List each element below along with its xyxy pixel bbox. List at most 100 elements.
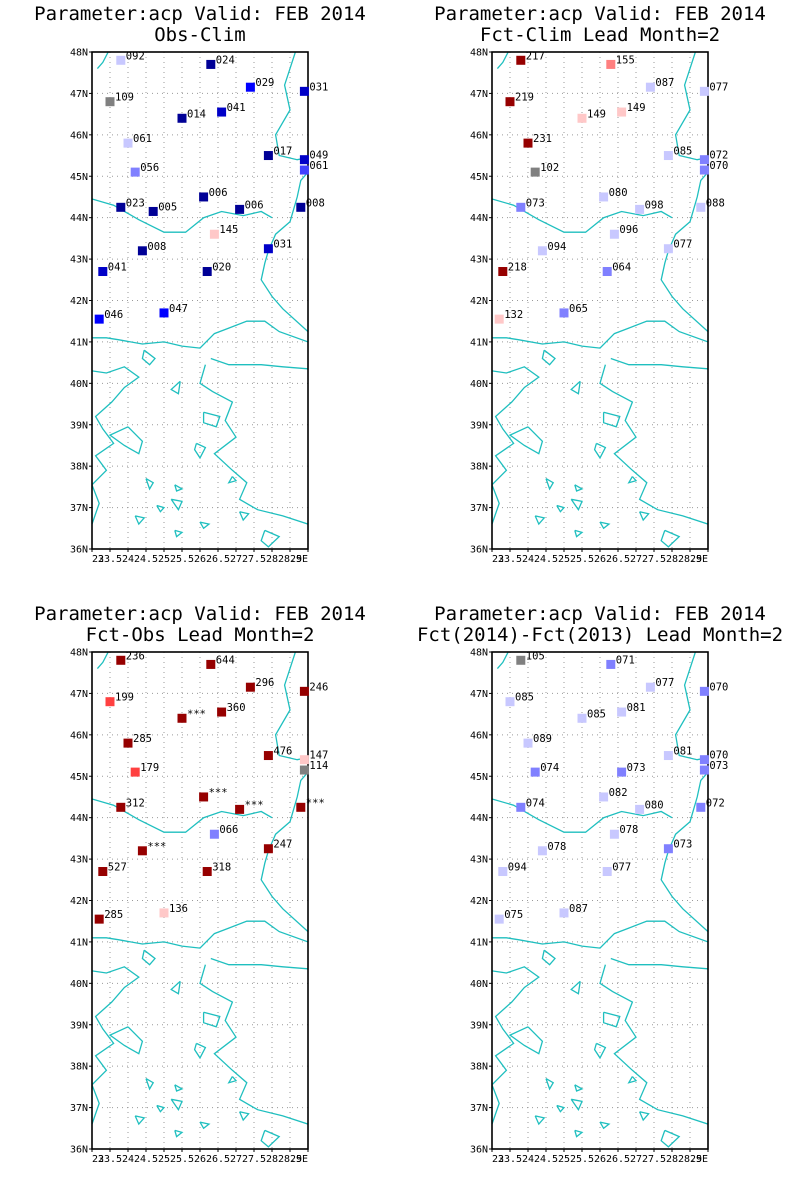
- lon-tick-label: 29E: [690, 1154, 708, 1165]
- lon-tick-label: 27: [230, 554, 242, 565]
- coastline-segment: [508, 1026, 544, 1055]
- station-value-label: 020: [212, 262, 231, 274]
- station-marker: [116, 55, 126, 65]
- coastline-segment: [239, 1111, 250, 1122]
- coastline-segment: [174, 529, 184, 538]
- lon-tick-label: 24.5: [134, 1154, 158, 1165]
- coastline-segment: [556, 504, 566, 513]
- coastline-segment: [227, 476, 238, 484]
- station-value-label: 073: [709, 760, 728, 772]
- lat-tick-label: 47N: [70, 689, 88, 700]
- station-marker: [299, 765, 309, 775]
- coastline-segment: [274, 652, 308, 761]
- station-marker: [209, 829, 219, 839]
- coastline-segment: [174, 1129, 184, 1138]
- coastline-segment: [202, 411, 221, 428]
- coastline-segment: [210, 957, 308, 970]
- station-marker: [699, 86, 709, 96]
- panel-1-title: Parameter:acp Valid: FEB 2014 Obs-Clim: [0, 4, 400, 46]
- station-marker: [606, 59, 616, 69]
- lon-tick-label: 26: [194, 554, 206, 565]
- panel-2-title-line2: Fct-Clim Lead Month=2: [479, 24, 721, 46]
- station-value-label: 296: [255, 677, 274, 689]
- station-marker: [699, 765, 709, 775]
- station-value-label: 031: [273, 239, 292, 251]
- coastline-segment: [574, 529, 584, 538]
- lat-tick-label: 37N: [470, 503, 488, 514]
- station-marker: [123, 138, 133, 148]
- station-value-label: 017: [273, 146, 292, 158]
- station-value-label: 094: [508, 862, 527, 874]
- lat-tick-label: 47N: [470, 689, 488, 700]
- station-marker: [602, 267, 612, 277]
- coastline-segment: [156, 1104, 166, 1113]
- station-value-label: 061: [133, 133, 152, 145]
- station-marker: [206, 59, 216, 69]
- station-value-label: 285: [104, 909, 123, 921]
- coastline-segment: [174, 484, 184, 492]
- coastline-segment: [508, 426, 544, 455]
- station-marker: [263, 844, 273, 854]
- lon-tick-label: 27: [630, 554, 642, 565]
- lon-tick-label: 27.5: [242, 554, 266, 565]
- lat-tick-label: 40N: [470, 379, 488, 390]
- coastline-segment: [170, 1098, 183, 1112]
- lon-tick-label: 23: [492, 554, 504, 565]
- station-marker: [199, 192, 209, 202]
- station-marker: [599, 792, 609, 802]
- station-marker: [577, 113, 587, 123]
- coastline-segment: [545, 478, 555, 491]
- coastline-segment: [545, 1078, 555, 1091]
- coastline-segment: [96, 652, 109, 670]
- lat-tick-label: 45N: [470, 172, 488, 183]
- coastline-segment: [660, 1129, 681, 1148]
- station-value-label: ***: [209, 787, 228, 799]
- station-marker: [645, 682, 655, 692]
- lon-tick-label: 23: [492, 1154, 504, 1165]
- lon-tick-label: 26: [594, 554, 606, 565]
- coastline-segment: [674, 52, 708, 161]
- lon-tick-label: 26.5: [206, 1154, 230, 1165]
- station-marker: [263, 751, 273, 761]
- coastline-segment: [92, 920, 308, 949]
- lon-tick-label: 26.5: [206, 554, 230, 565]
- lon-tick-label: 28.5: [678, 1154, 702, 1165]
- coastline: [492, 652, 708, 1148]
- coastline-segment: [92, 798, 273, 833]
- station-marker: [530, 767, 540, 777]
- station-marker: [105, 97, 115, 107]
- station-value-label: 008: [306, 197, 325, 209]
- lon-tick-label: 29E: [690, 554, 708, 565]
- coastline-segment: [556, 1104, 566, 1113]
- lat-tick-label: 37N: [70, 503, 88, 514]
- station-value-label: 072: [706, 797, 725, 809]
- station-value-label: 109: [115, 92, 134, 104]
- coastline-segment: [134, 515, 146, 526]
- coastline-segment: [199, 1121, 211, 1130]
- lat-tick-label: 44N: [470, 813, 488, 824]
- station-value-label: 219: [515, 92, 534, 104]
- coastline-segment: [492, 320, 708, 349]
- station-value-label: 066: [219, 824, 238, 836]
- coastline-segment: [570, 980, 581, 995]
- station-value-label: 087: [655, 77, 674, 89]
- panel-3-title-line1: Parameter:acp Valid: FEB 2014: [34, 603, 366, 625]
- station-value-label: 094: [547, 241, 566, 253]
- station-marker: [696, 202, 706, 212]
- coastline-segment: [492, 920, 708, 949]
- coastline-segment: [602, 411, 621, 428]
- lat-tick-label: 48N: [70, 648, 88, 659]
- coastline-segment: [239, 511, 250, 522]
- lat-tick-label: 39N: [70, 420, 88, 431]
- station-marker: [206, 659, 216, 669]
- panel-4-title-line1: Parameter:acp Valid: FEB 2014: [434, 603, 766, 625]
- station-value-label: 071: [616, 654, 635, 666]
- coastline-segment: [260, 771, 308, 933]
- station-value-label: 231: [533, 133, 552, 145]
- station-marker: [523, 138, 533, 148]
- coastline-segment: [92, 966, 140, 1125]
- station-marker: [299, 165, 309, 175]
- lat-tick-label: 39N: [70, 1020, 88, 1031]
- station-marker: [235, 204, 245, 214]
